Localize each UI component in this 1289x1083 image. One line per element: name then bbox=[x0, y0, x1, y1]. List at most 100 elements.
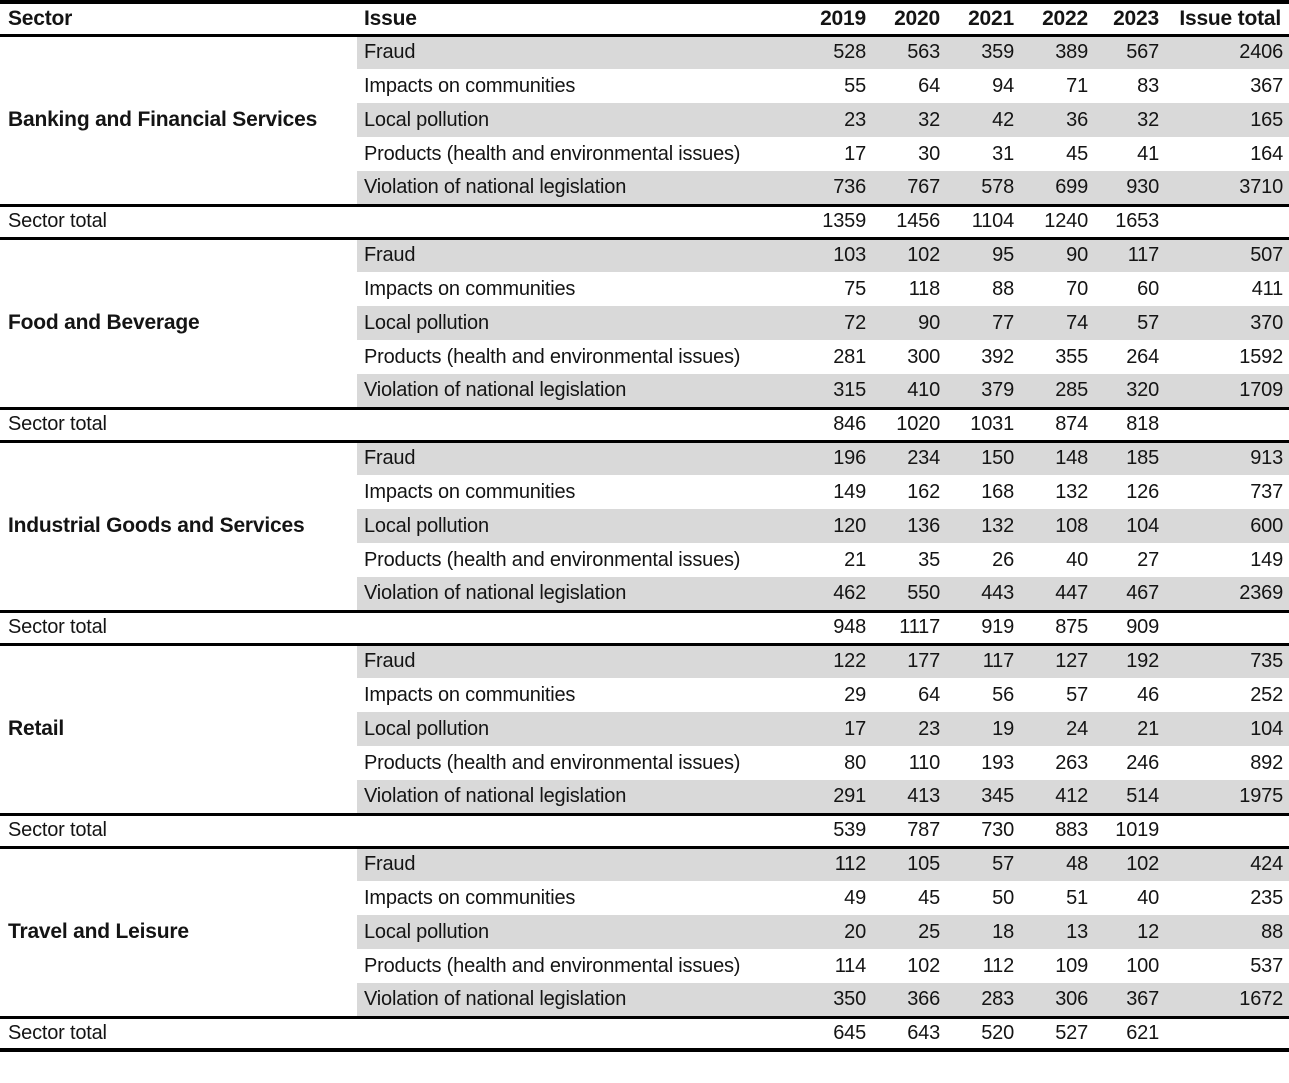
year-value-cell: 345 bbox=[946, 780, 1020, 814]
issue-label-cell: Impacts on communities bbox=[364, 886, 576, 909]
issue-row: Impacts on communities 75 118 88 70 60 411 bbox=[0, 272, 1289, 306]
sector-name-cell: Industrial Goods and Services bbox=[0, 441, 357, 611]
issue-total-cell: 507 bbox=[1165, 238, 1289, 272]
issue-total-cell: 737 bbox=[1250, 480, 1283, 503]
year-value-cell: 467 bbox=[1094, 577, 1165, 611]
year-value-cell: 104 bbox=[1094, 509, 1165, 543]
year-value-cell: 177 bbox=[872, 644, 946, 678]
sector-issue-controversies-table: Sector Issue 2019 2020 2021 2022 2023 Is… bbox=[0, 0, 1289, 1052]
year-value-cell: 120 bbox=[810, 509, 872, 543]
issue-label-cell: Impacts on communities bbox=[364, 277, 576, 300]
issue-row: Impacts on communities 49 45 50 51 40 235 bbox=[0, 881, 1289, 915]
year-value-cell: 930 bbox=[1094, 171, 1165, 205]
issue-row: Impacts on communities 149 162 168 132 126 737 bbox=[0, 475, 1289, 509]
year-value-cell: 55 bbox=[844, 74, 866, 97]
issue-row: Industrial Goods and Services Fraud 196 234… bbox=[0, 441, 1289, 611]
year-value-cell: 162 bbox=[907, 480, 940, 503]
year-value-cell: 48 bbox=[1020, 847, 1094, 881]
issue-row: Violation of national legislation 291 413 3… bbox=[0, 780, 1289, 814]
year-value-cell: 315 bbox=[810, 374, 872, 408]
year-value-cell: 17 bbox=[810, 712, 872, 746]
year-value-cell: 31 bbox=[992, 142, 1014, 165]
sector-total-label-cell: Sector total bbox=[8, 210, 107, 232]
year-value-cell: 234 bbox=[872, 441, 946, 475]
issue-total-cell: 537 bbox=[1250, 954, 1283, 977]
sector-name-cell: Food and Beverage bbox=[0, 238, 357, 408]
year-value-cell: 64 bbox=[918, 683, 940, 706]
issue-total-cell: 370 bbox=[1165, 306, 1289, 340]
year-value-cell: 72 bbox=[810, 306, 872, 340]
year-value-cell: 95 bbox=[946, 238, 1020, 272]
col-header-sector: Sector bbox=[8, 6, 73, 30]
year-value-cell: 70 bbox=[1066, 277, 1088, 300]
issue-label-cell: Fraud bbox=[357, 238, 810, 272]
year-value-cell: 126 bbox=[1126, 480, 1159, 503]
issue-row: Products (health and environmental issue… bbox=[0, 746, 1289, 780]
col-header-2023: 2023 bbox=[1113, 6, 1159, 30]
year-value-cell: 699 bbox=[1020, 171, 1094, 205]
issue-total-cell: 600 bbox=[1165, 509, 1289, 543]
sector-name-cell: Travel and Leisure bbox=[0, 847, 357, 1017]
year-value-cell: 281 bbox=[833, 345, 866, 368]
year-value-cell: 168 bbox=[981, 480, 1014, 503]
sector-total-empty-cell bbox=[1165, 408, 1289, 441]
issue-label-cell: Products (health and environmental issue… bbox=[364, 954, 741, 977]
year-value-cell: 355 bbox=[1055, 345, 1088, 368]
year-value-cell: 413 bbox=[872, 780, 946, 814]
issue-label-cell: Impacts on communities bbox=[364, 74, 576, 97]
year-value-cell: 57 bbox=[946, 847, 1020, 881]
year-value-cell: 528 bbox=[810, 35, 872, 69]
issue-label-cell: Products (health and environmental issue… bbox=[364, 548, 741, 571]
year-value-cell: 90 bbox=[1020, 238, 1094, 272]
issue-row: Violation of national legislation 736 767 5… bbox=[0, 171, 1289, 205]
year-value-cell: 90 bbox=[872, 306, 946, 340]
year-value-cell: 263 bbox=[1055, 751, 1088, 774]
year-value-cell: 19 bbox=[946, 712, 1020, 746]
issue-label-cell: Local pollution bbox=[357, 509, 810, 543]
issue-row: Products (health and environmental issue… bbox=[0, 137, 1289, 171]
year-value-cell: 389 bbox=[1020, 35, 1094, 69]
year-value-cell: 57 bbox=[1094, 306, 1165, 340]
year-value-cell: 41 bbox=[1137, 142, 1159, 165]
year-value-cell: 300 bbox=[907, 345, 940, 368]
sector-total-value-cell: 919 bbox=[981, 616, 1014, 638]
year-value-cell: 447 bbox=[1020, 577, 1094, 611]
issue-label-cell: Local pollution bbox=[357, 915, 810, 949]
year-value-cell: 105 bbox=[872, 847, 946, 881]
year-value-cell: 514 bbox=[1094, 780, 1165, 814]
year-value-cell: 132 bbox=[1055, 480, 1088, 503]
issue-row: Impacts on communities 55 64 94 71 83 367 bbox=[0, 69, 1289, 103]
year-value-cell: 112 bbox=[982, 954, 1014, 977]
issue-row: Products (health and environmental issue… bbox=[0, 340, 1289, 374]
sector-total-value-cell: 645 bbox=[833, 1021, 866, 1044]
year-value-cell: 283 bbox=[946, 983, 1020, 1017]
issue-label-cell: Impacts on communities bbox=[364, 480, 576, 503]
year-value-cell: 42 bbox=[946, 103, 1020, 137]
sector-total-label-cell: Sector total bbox=[8, 1021, 107, 1044]
sector-total-value-cell: 1019 bbox=[1115, 819, 1159, 841]
year-value-cell: 246 bbox=[1126, 751, 1159, 774]
issue-label-cell: Local pollution bbox=[357, 103, 810, 137]
year-value-cell: 150 bbox=[946, 441, 1020, 475]
issue-label-cell: Fraud bbox=[357, 644, 810, 678]
year-value-cell: 94 bbox=[992, 74, 1014, 97]
sector-total-value-cell: 1020 bbox=[896, 413, 940, 435]
issue-row: Local pollution 23 32 42 36 32 165 bbox=[0, 103, 1289, 137]
issue-total-cell: 252 bbox=[1250, 683, 1283, 706]
year-value-cell: 193 bbox=[981, 751, 1014, 774]
sector-total-row: Sector total 539 787 730 883 1019 bbox=[0, 814, 1289, 847]
year-value-cell: 112 bbox=[810, 847, 872, 881]
year-value-cell: 75 bbox=[844, 277, 866, 300]
issue-total-cell: 1975 bbox=[1165, 780, 1289, 814]
issue-row: Violation of national legislation 350 366 2… bbox=[0, 983, 1289, 1017]
year-value-cell: 40 bbox=[1066, 548, 1088, 571]
issue-total-cell: 165 bbox=[1165, 103, 1289, 137]
year-value-cell: 36 bbox=[1020, 103, 1094, 137]
issue-total-cell: 411 bbox=[1251, 277, 1283, 300]
year-value-cell: 291 bbox=[810, 780, 872, 814]
issue-label-cell: Violation of national legislation bbox=[357, 577, 810, 611]
issue-total-cell: 3710 bbox=[1165, 171, 1289, 205]
year-value-cell: 46 bbox=[1137, 683, 1159, 706]
issue-total-cell: 735 bbox=[1165, 644, 1289, 678]
issue-label-cell: Violation of national legislation bbox=[357, 983, 810, 1017]
